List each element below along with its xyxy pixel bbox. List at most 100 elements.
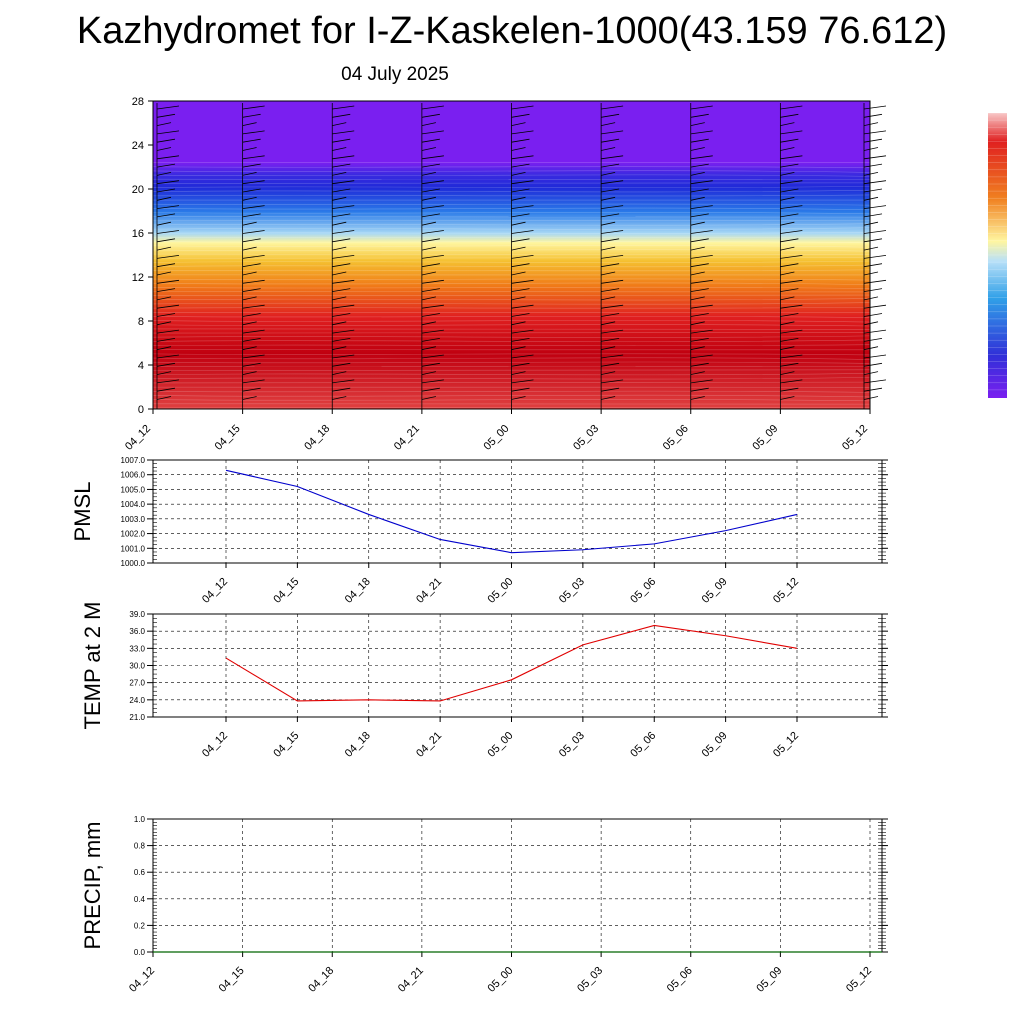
contour-line [152,170,871,173]
wind-barb [780,338,799,342]
wind-barb [511,362,530,367]
wind-barb [863,238,883,243]
wind-barb [863,321,879,326]
wind-barb [332,180,355,185]
wind-barb [863,113,883,118]
y-tick-label: 1002.0 [121,530,146,539]
y-tick-label: 0.4 [134,895,146,904]
wind-barb [780,130,803,135]
wind-barb [332,105,355,110]
wind-barb [863,346,879,351]
wind-barb [156,138,176,143]
wind-barb [863,163,883,168]
wind-barb [863,371,879,375]
wind-barb [601,180,624,185]
y-tick-label: 1004.0 [121,500,146,509]
wind-barb [242,188,261,193]
wind-barb [511,113,530,118]
wind-barb [242,346,257,351]
y-tick-label: 33.0 [129,644,145,653]
wind-barb [690,279,713,284]
x-tick-label: 05_09 [700,576,730,606]
wind-barb [332,338,351,342]
wind-barb [332,163,351,168]
x-tick-label: 04_21 [396,965,426,995]
wind-barb [421,354,444,359]
wind-barb [332,196,347,201]
wind-barb [242,163,261,168]
wind-barb [242,362,261,367]
wind-barb [601,246,616,251]
wind-barb [332,230,355,234]
wind-barb [511,105,534,110]
x-tick-label: 05_09 [750,423,780,453]
colorbar-scale [988,113,1007,398]
wind-barb [601,255,624,259]
contour-line [152,207,871,211]
wind-barb [601,338,620,342]
x-tick-label: 05_09 [700,730,730,760]
x-tick-label: 04_21 [392,423,422,453]
x-tick-label: 05_03 [557,576,587,606]
wind-barb [421,213,440,218]
y-tick-label: 30.0 [129,662,145,671]
wind-barb [511,155,534,160]
wind-barb [421,371,436,375]
wind-barb [421,387,440,392]
wind-barb [511,321,526,326]
wind-barb [780,263,799,268]
wind-barb [690,180,713,185]
x-tick-label: 04_15 [217,965,247,995]
wind-barb [332,396,347,400]
colorbar [988,112,1007,398]
wind-barb [242,130,265,135]
x-tick-label: 05_06 [628,576,658,606]
wind-barb [156,338,176,342]
wind-barb [780,329,803,334]
wind-barb [780,321,795,326]
wind-barb [601,279,624,284]
wind-barb [780,354,803,359]
wind-barb [863,288,883,292]
wind-barb [780,387,799,392]
wind-barb [332,221,347,226]
wind-barb [601,354,624,359]
wind-barb [863,246,879,251]
wind-barb [156,230,180,234]
wind-barb [690,304,713,309]
cross-section-panel: 0 4 8 12 16 20 24 28 04_12 04_15 04_18 04_21 05_00 05… [123,96,887,453]
wind-barb [601,205,624,209]
contour-line [152,278,871,281]
x-tick-label: 04_12 [200,576,230,606]
contour-line [152,227,871,230]
x-tick-label: 05_00 [486,730,516,760]
wind-barb [242,354,265,359]
wind-barb [511,163,530,168]
wind-barb [690,362,709,367]
pmsl-panel: 1000.0 1001.0 1002.0 1003.0 1004.0 1005.0 1006… [70,456,888,606]
wind-barb [332,362,351,367]
wind-barb [511,130,534,135]
wind-barb [601,113,620,118]
wind-barb [156,313,176,317]
wind-barb [332,113,351,118]
wind-barb [332,213,351,218]
wind-barb [156,180,180,185]
wind-barb [780,255,803,259]
chart-date: 04 July 2025 [341,64,449,85]
wind-barb [863,213,883,218]
wind-barb [421,338,440,342]
wind-barb [511,180,534,185]
wind-barb [156,396,172,400]
wind-barb [156,379,180,384]
wind-barb [421,238,440,243]
contour-line [152,249,871,252]
wind-barb [242,213,261,218]
wind-barb [156,296,172,301]
wind-barb [780,105,803,110]
wind-barb [690,313,709,317]
y-tick-label: 1.0 [134,815,146,824]
wind-barb [863,221,879,226]
wind-barb [242,304,265,309]
